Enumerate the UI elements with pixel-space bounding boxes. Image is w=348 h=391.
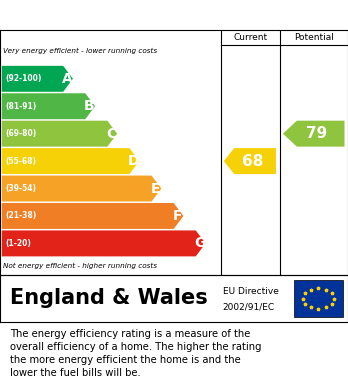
Polygon shape — [224, 148, 276, 174]
Text: D: D — [128, 154, 139, 168]
Text: (39-54): (39-54) — [5, 184, 36, 193]
Polygon shape — [2, 93, 95, 119]
Text: Not energy efficient - higher running costs: Not energy efficient - higher running co… — [3, 264, 158, 269]
Text: (21-38): (21-38) — [5, 212, 37, 221]
Text: Potential: Potential — [294, 33, 334, 42]
Polygon shape — [283, 121, 345, 147]
Text: Energy Efficiency Rating: Energy Efficiency Rating — [10, 7, 220, 23]
Polygon shape — [2, 66, 73, 92]
Text: B: B — [84, 99, 95, 113]
Polygon shape — [2, 148, 139, 174]
Text: 2002/91/EC: 2002/91/EC — [223, 303, 275, 312]
Text: 68: 68 — [242, 154, 264, 169]
Text: EU Directive: EU Directive — [223, 287, 279, 296]
Text: Current: Current — [234, 33, 268, 42]
Text: (81-91): (81-91) — [5, 102, 37, 111]
Polygon shape — [2, 230, 206, 256]
Polygon shape — [2, 121, 117, 147]
Text: F: F — [173, 209, 182, 223]
Text: (1-20): (1-20) — [5, 239, 31, 248]
Polygon shape — [2, 176, 161, 201]
Text: G: G — [194, 237, 205, 250]
Text: The energy efficiency rating is a measure of the
overall efficiency of a home. T: The energy efficiency rating is a measur… — [10, 329, 262, 378]
Text: 79: 79 — [306, 126, 327, 141]
Text: Very energy efficient - lower running costs: Very energy efficient - lower running co… — [3, 47, 158, 54]
FancyBboxPatch shape — [294, 280, 343, 317]
Text: C: C — [106, 127, 116, 141]
Text: England & Wales: England & Wales — [10, 289, 208, 308]
Text: (55-68): (55-68) — [5, 157, 36, 166]
Text: (69-80): (69-80) — [5, 129, 37, 138]
Text: (92-100): (92-100) — [5, 74, 42, 83]
Text: A: A — [62, 72, 72, 86]
Polygon shape — [2, 203, 183, 229]
Text: E: E — [151, 181, 160, 196]
